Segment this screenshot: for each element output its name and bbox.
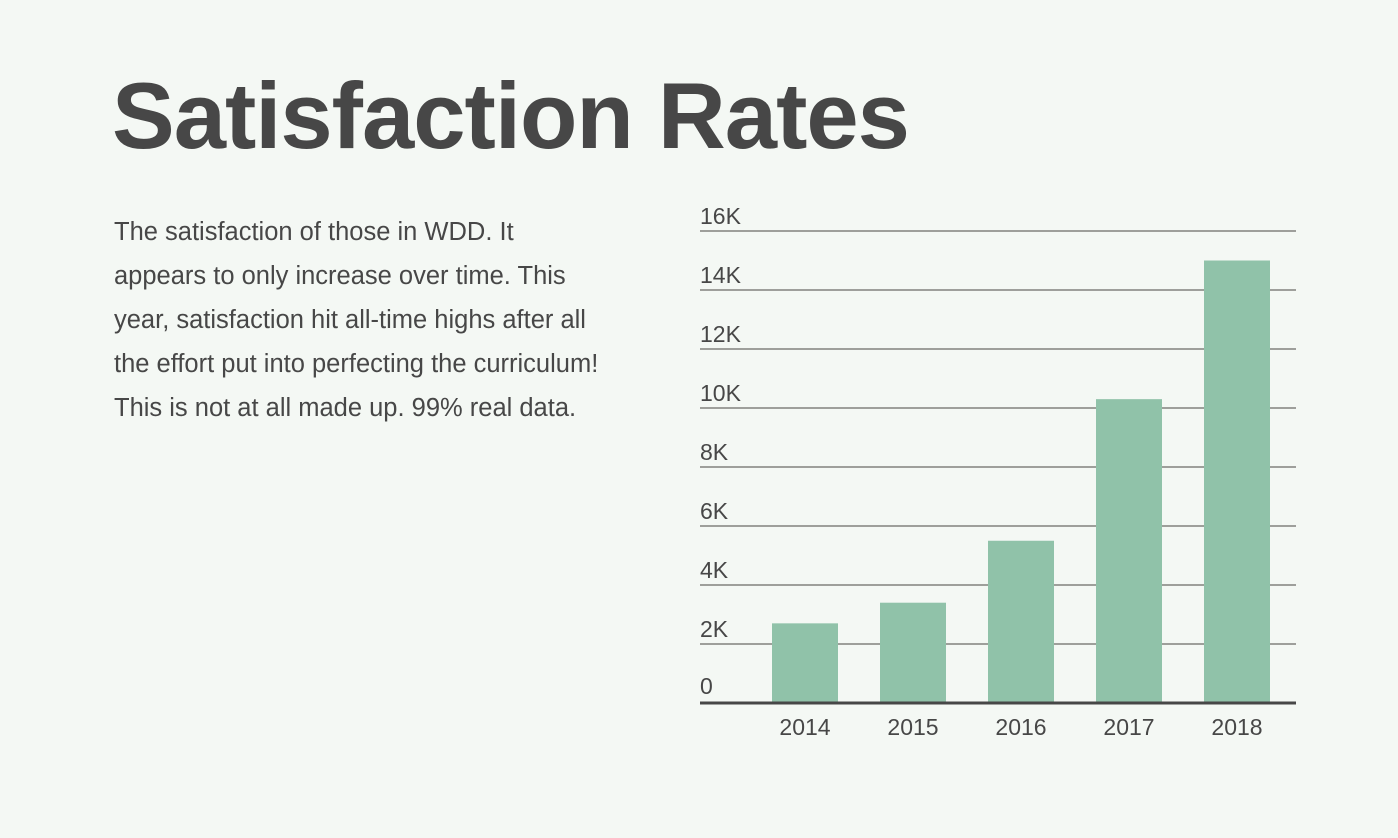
x-tick-label: 2017 bbox=[1103, 714, 1154, 740]
x-axis-labels: 2014 2015 2016 2017 2018 bbox=[779, 714, 1262, 740]
y-tick-label: 2K bbox=[700, 616, 729, 642]
page-title: Satisfaction Rates bbox=[112, 63, 910, 168]
y-tick-label: 8K bbox=[700, 439, 729, 465]
bar-2015 bbox=[880, 602, 946, 703]
bar-2017 bbox=[1096, 399, 1162, 703]
y-tick-label: 10K bbox=[700, 380, 742, 406]
y-tick-label: 16K bbox=[700, 203, 742, 229]
x-tick-label: 2016 bbox=[995, 714, 1046, 740]
y-tick-label: 4K bbox=[700, 557, 729, 583]
y-tick-label: 12K bbox=[700, 321, 742, 347]
description-text: The satisfaction of those in WDD. It app… bbox=[114, 218, 599, 422]
bars bbox=[772, 260, 1270, 703]
bar-2016 bbox=[988, 540, 1054, 703]
y-tick-label: 6K bbox=[700, 498, 729, 524]
y-tick-label: 0 bbox=[700, 673, 713, 699]
bar-2014 bbox=[772, 623, 838, 703]
x-tick-label: 2014 bbox=[779, 714, 830, 740]
x-tick-label: 2018 bbox=[1211, 714, 1262, 740]
y-axis-labels: 0 2K 4K 6K 8K 10K 12K 14K 16K bbox=[700, 203, 742, 699]
bar-2018 bbox=[1204, 260, 1270, 703]
y-tick-label: 14K bbox=[700, 262, 742, 288]
x-tick-label: 2015 bbox=[887, 714, 938, 740]
